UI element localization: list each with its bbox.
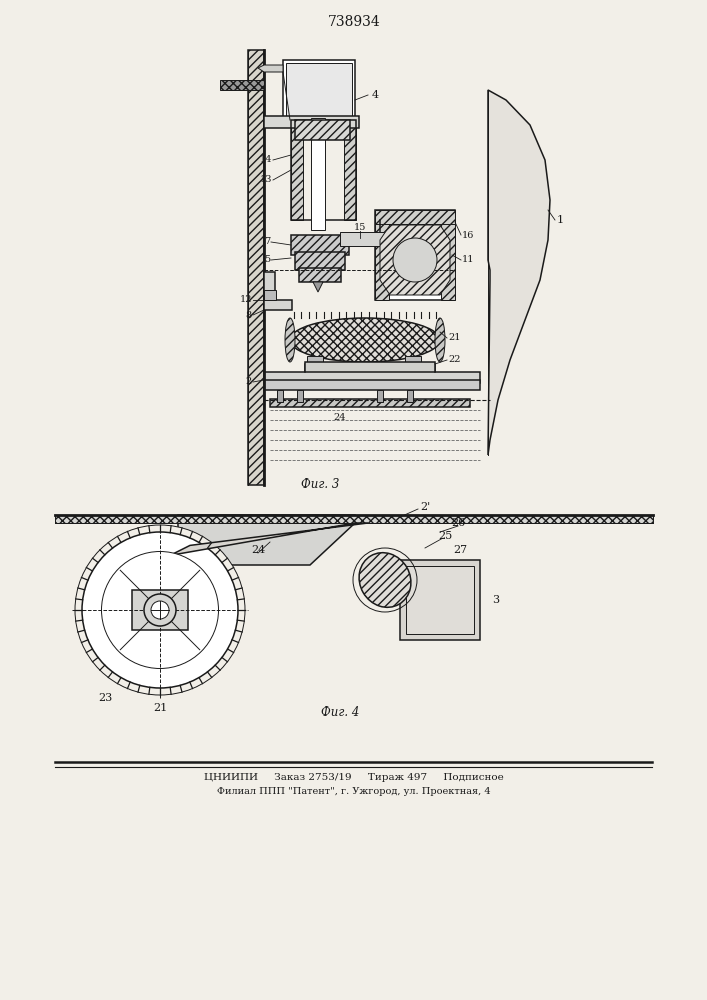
Text: Фиг. 3: Фиг. 3 <box>300 478 339 490</box>
Text: 16: 16 <box>462 231 474 239</box>
Bar <box>406 566 474 634</box>
Bar <box>283 60 355 120</box>
Bar <box>375 210 455 300</box>
Text: 27: 27 <box>453 545 467 555</box>
Bar <box>305 362 435 372</box>
Bar <box>375 210 389 300</box>
Circle shape <box>82 532 238 688</box>
Polygon shape <box>258 65 283 72</box>
Circle shape <box>393 238 437 282</box>
Text: 23: 23 <box>98 693 112 703</box>
Text: 12: 12 <box>240 296 252 304</box>
Text: 11: 11 <box>462 255 474 264</box>
Text: 7: 7 <box>264 237 270 246</box>
Text: 15: 15 <box>354 223 366 232</box>
Circle shape <box>151 601 169 619</box>
Ellipse shape <box>435 318 445 362</box>
Bar <box>286 63 352 117</box>
Bar <box>400 560 480 640</box>
Bar <box>220 80 264 90</box>
Text: Филиал ППП "Патент", г. Ужгород, ул. Проектная, 4: Филиал ППП "Патент", г. Ужгород, ул. Про… <box>217 786 491 796</box>
Bar <box>311 118 325 230</box>
Polygon shape <box>170 523 368 555</box>
Bar <box>407 390 413 402</box>
Circle shape <box>102 552 218 668</box>
Text: 25: 25 <box>438 531 452 541</box>
Bar <box>291 120 356 220</box>
Text: 3: 3 <box>492 595 499 605</box>
Bar <box>405 356 421 364</box>
Bar <box>307 356 323 364</box>
Text: 2: 2 <box>246 377 252 386</box>
Text: 24: 24 <box>251 545 265 555</box>
Text: 21: 21 <box>153 703 167 713</box>
Bar <box>248 50 264 485</box>
Circle shape <box>144 594 176 626</box>
Bar <box>441 210 455 300</box>
Bar <box>344 120 356 220</box>
Text: 26: 26 <box>451 518 465 528</box>
Ellipse shape <box>290 318 440 362</box>
Text: ЦНИИПИ     Заказ 2753/19     Тираж 497     Подписное: ЦНИИПИ Заказ 2753/19 Тираж 497 Подписное <box>204 772 504 782</box>
Polygon shape <box>264 272 292 310</box>
Bar <box>277 390 283 402</box>
Bar <box>270 399 470 407</box>
Bar <box>55 515 653 523</box>
Bar <box>295 252 345 270</box>
Text: 738934: 738934 <box>327 15 380 29</box>
Polygon shape <box>264 364 480 383</box>
Text: 1: 1 <box>556 215 563 225</box>
Ellipse shape <box>359 553 411 607</box>
Bar <box>377 390 383 402</box>
Circle shape <box>75 525 245 695</box>
Bar <box>264 290 276 300</box>
Text: 14: 14 <box>259 155 272 164</box>
Polygon shape <box>380 225 450 295</box>
Bar <box>295 120 350 140</box>
Text: 2': 2' <box>420 502 431 512</box>
Text: 21: 21 <box>448 334 460 342</box>
Polygon shape <box>178 515 355 565</box>
Polygon shape <box>488 90 550 455</box>
Bar <box>340 232 390 246</box>
Bar <box>264 380 480 390</box>
Text: 4: 4 <box>371 90 378 100</box>
Text: 22: 22 <box>448 356 460 364</box>
Bar <box>264 116 359 128</box>
Bar <box>299 268 341 282</box>
Ellipse shape <box>285 318 295 362</box>
Bar <box>132 590 188 630</box>
Text: 8: 8 <box>246 310 252 320</box>
Bar <box>291 235 349 255</box>
Text: Фиг. 4: Фиг. 4 <box>321 706 359 718</box>
Bar <box>375 210 455 224</box>
Text: 5: 5 <box>264 255 270 264</box>
Bar <box>291 120 303 220</box>
Bar <box>297 390 303 402</box>
Text: 24: 24 <box>334 414 346 422</box>
Polygon shape <box>313 282 323 292</box>
Text: 13: 13 <box>259 176 272 184</box>
